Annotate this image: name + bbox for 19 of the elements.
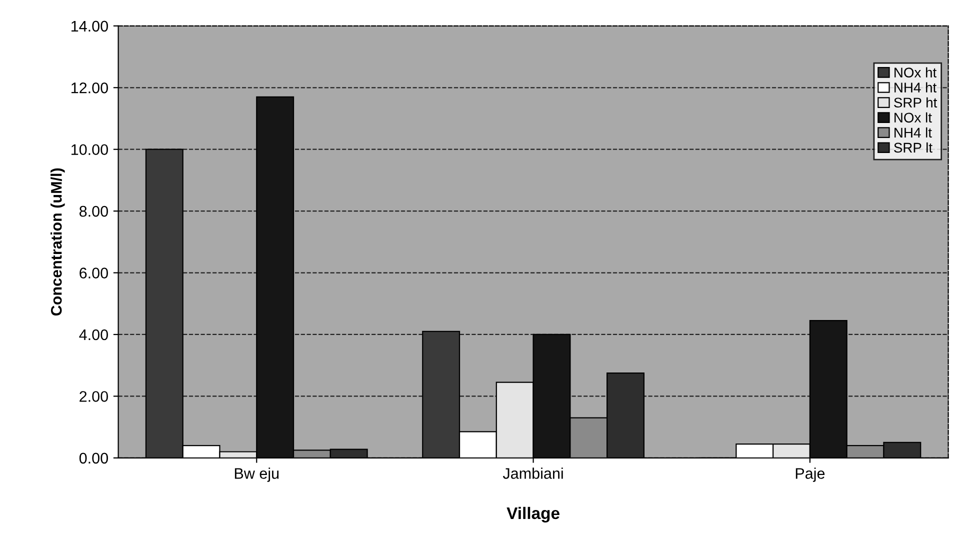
x-tick-label: Jambiani bbox=[502, 468, 563, 479]
legend-label: SRP ht bbox=[894, 97, 938, 108]
y-tick-label: 0.00 bbox=[79, 452, 108, 464]
legend-label: NH4 lt bbox=[894, 127, 932, 138]
y-tick-label: 8.00 bbox=[80, 206, 108, 217]
y-tick-label: 12.00 bbox=[72, 82, 108, 94]
x-tick-label: Bw eju bbox=[234, 468, 279, 482]
y-axis-title: Concentration (uM/l) bbox=[50, 168, 65, 316]
y-tick-label: 14.00 bbox=[72, 20, 108, 32]
y-tick-label: 10.00 bbox=[72, 144, 108, 156]
y-tick-label: 4.00 bbox=[79, 329, 108, 340]
x-axis-title: Village bbox=[506, 506, 560, 522]
y-tick-label: 6.00 bbox=[80, 268, 108, 278]
legend-label: SRP lt bbox=[894, 142, 932, 153]
legend-label: NH4 ht bbox=[894, 82, 937, 92]
legend-label: NOx ht bbox=[894, 67, 937, 78]
legend-label: NOx lt bbox=[894, 112, 932, 123]
y-tick-label: 2.00 bbox=[80, 391, 108, 402]
x-tick-label: Paje bbox=[796, 468, 825, 482]
